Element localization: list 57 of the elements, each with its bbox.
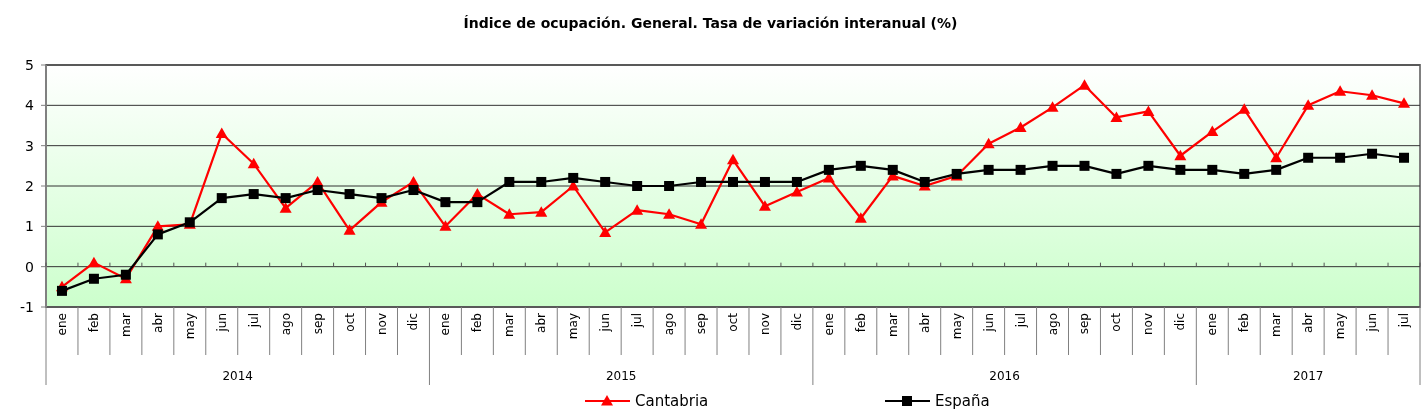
x-tick-label: ago: [278, 313, 293, 336]
text: 2017: [1292, 369, 1324, 383]
x-tick-label: nov: [1141, 313, 1156, 336]
x-tick-label: jun: [214, 313, 229, 333]
text: 2015: [605, 369, 637, 383]
x-tick-label: oct: [726, 312, 740, 332]
x-tick-label: abr: [1301, 312, 1316, 333]
x-tick-label: feb: [853, 313, 868, 333]
x-tick-label: jun: [981, 313, 996, 333]
x-tick-label: jul: [246, 313, 261, 329]
x-tick-label: ene: [1205, 313, 1220, 336]
x-tick-label: nov: [757, 313, 772, 336]
x-tick-label: may: [182, 313, 197, 340]
text: 2014: [222, 369, 253, 383]
x-tick-label: feb: [86, 313, 101, 333]
x-tick-label: feb: [470, 313, 485, 333]
legend-label: España: [935, 392, 990, 410]
x-tick-label: jun: [1365, 313, 1380, 333]
x-tick-label: may: [566, 313, 581, 340]
y-tick-label: 4: [25, 97, 35, 114]
x-tick-label: oct: [1109, 312, 1124, 332]
x-tick-label: abr: [534, 312, 549, 333]
x-tick-label: sep: [1077, 313, 1092, 335]
x-tick-label: mar: [1269, 312, 1284, 337]
text: 2016: [989, 369, 1020, 383]
x-tick-label: ene: [438, 313, 453, 336]
x-tick-label: mar: [885, 312, 900, 337]
y-tick-label: 0: [25, 258, 34, 275]
x-tick-label: jul: [1397, 313, 1412, 329]
x-tick-label: sep: [694, 313, 709, 335]
x-tick-label: nov: [374, 313, 389, 336]
x-tick-label: may: [949, 313, 964, 340]
legend-label: Cantabria: [635, 392, 709, 410]
x-tick-label: abr: [150, 312, 165, 333]
y-tick-label: 2: [25, 177, 34, 194]
x-tick-label: abr: [917, 312, 932, 333]
x-tick-label: ene: [821, 313, 836, 336]
x-tick-label: dic: [406, 313, 421, 331]
y-tick-label: 5: [25, 56, 34, 73]
x-tick-label: may: [1333, 313, 1348, 340]
x-tick-label: sep: [310, 313, 325, 335]
x-tick-label: oct: [342, 312, 357, 332]
x-tick-label: mar: [502, 312, 517, 337]
x-tick-label: ago: [662, 313, 677, 336]
y-tick-label: -1: [20, 298, 34, 315]
x-tick-label: jul: [630, 313, 645, 329]
x-tick-label: feb: [1237, 313, 1252, 333]
x-tick-label: jul: [1013, 313, 1028, 329]
x-tick-label: ene: [54, 313, 69, 336]
x-tick-label: mar: [118, 312, 133, 337]
x-tick-label: dic: [789, 313, 804, 331]
x-tick-label: ago: [1045, 313, 1060, 336]
x-tick-label: jun: [598, 313, 613, 333]
chart-title: Índice de ocupación. General. Tasa de variación interanual (%): [463, 15, 958, 31]
y-tick-label: 1: [25, 218, 34, 235]
x-tick-label: dic: [1173, 313, 1188, 331]
y-tick-label: 3: [25, 137, 34, 154]
